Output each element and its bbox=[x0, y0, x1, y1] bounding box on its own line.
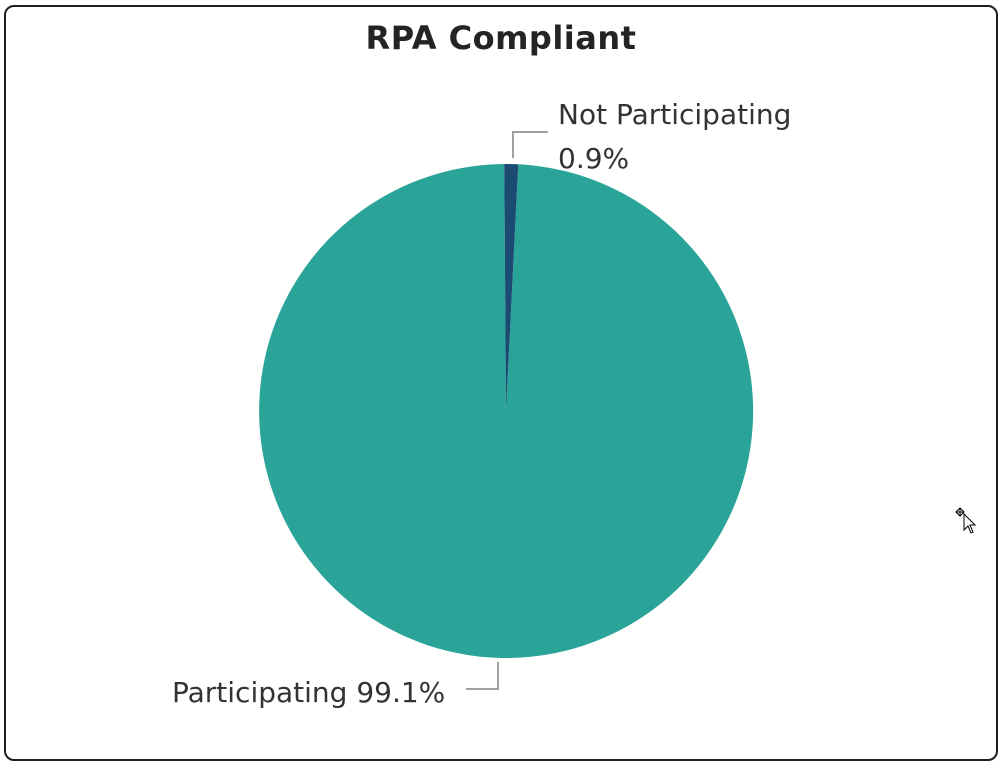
label-not-participating-value: 0.9% bbox=[558, 142, 629, 175]
pie-slices bbox=[259, 164, 754, 659]
slice-labels: Not Participating 0.9% Participating 99.… bbox=[172, 98, 791, 709]
leader-line-not-participating bbox=[512, 131, 548, 158]
label-not-participating-name: Not Participating bbox=[558, 98, 791, 131]
leader-line-participating bbox=[466, 662, 499, 690]
leader-lines bbox=[466, 131, 548, 690]
move-cursor-icon bbox=[955, 507, 977, 534]
slice-participating[interactable] bbox=[259, 164, 754, 659]
chart-title: RPA Compliant bbox=[365, 19, 637, 57]
label-participating: Participating 99.1% bbox=[172, 676, 445, 709]
slice-not-participating[interactable] bbox=[504, 164, 519, 411]
